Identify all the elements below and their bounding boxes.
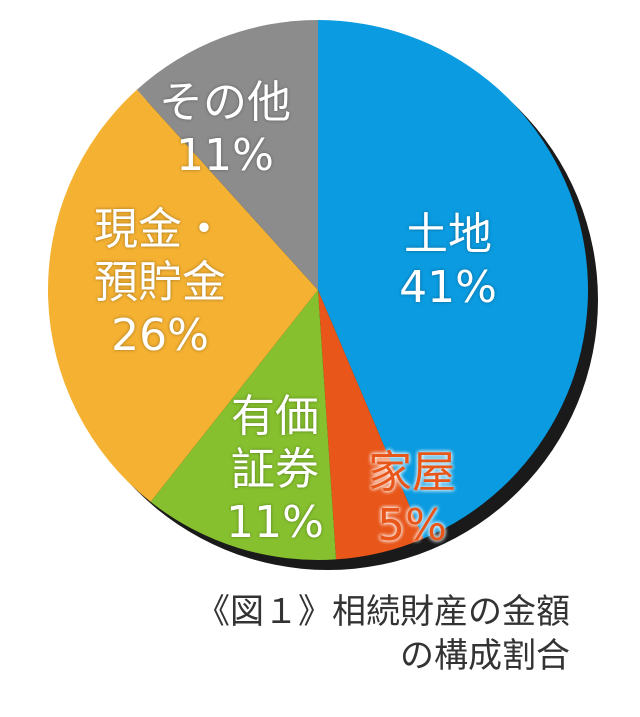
value-label: 41% [399,262,497,313]
category-label: 有価 証券 [230,390,319,495]
chart-title: 《図１》相続財産の金額 の構成割合 [196,592,570,677]
pie-slice [47,89,318,502]
category-label: 家屋 [368,447,456,499]
value-label: 26% [111,309,209,361]
category-label: その他 [159,77,291,129]
value-label: 5% [377,500,447,551]
slice-label: 家屋 5% [368,447,456,553]
value-label: 11% [176,130,274,181]
slice-label: 有価 証券 11% [226,391,324,549]
pie-slice [136,20,318,290]
category-label: 現金・ 預貯金 [94,203,226,308]
pie-slice [318,290,424,560]
slice-label: その他 11% [159,77,291,183]
category-label: 土地 [403,209,492,261]
slice-label: 土地 41% [399,209,497,315]
value-label: 11% [226,496,324,548]
pie-slice [318,20,588,539]
slice-label: 現金・ 預貯金 26% [94,204,226,362]
pie-slice [150,290,337,560]
